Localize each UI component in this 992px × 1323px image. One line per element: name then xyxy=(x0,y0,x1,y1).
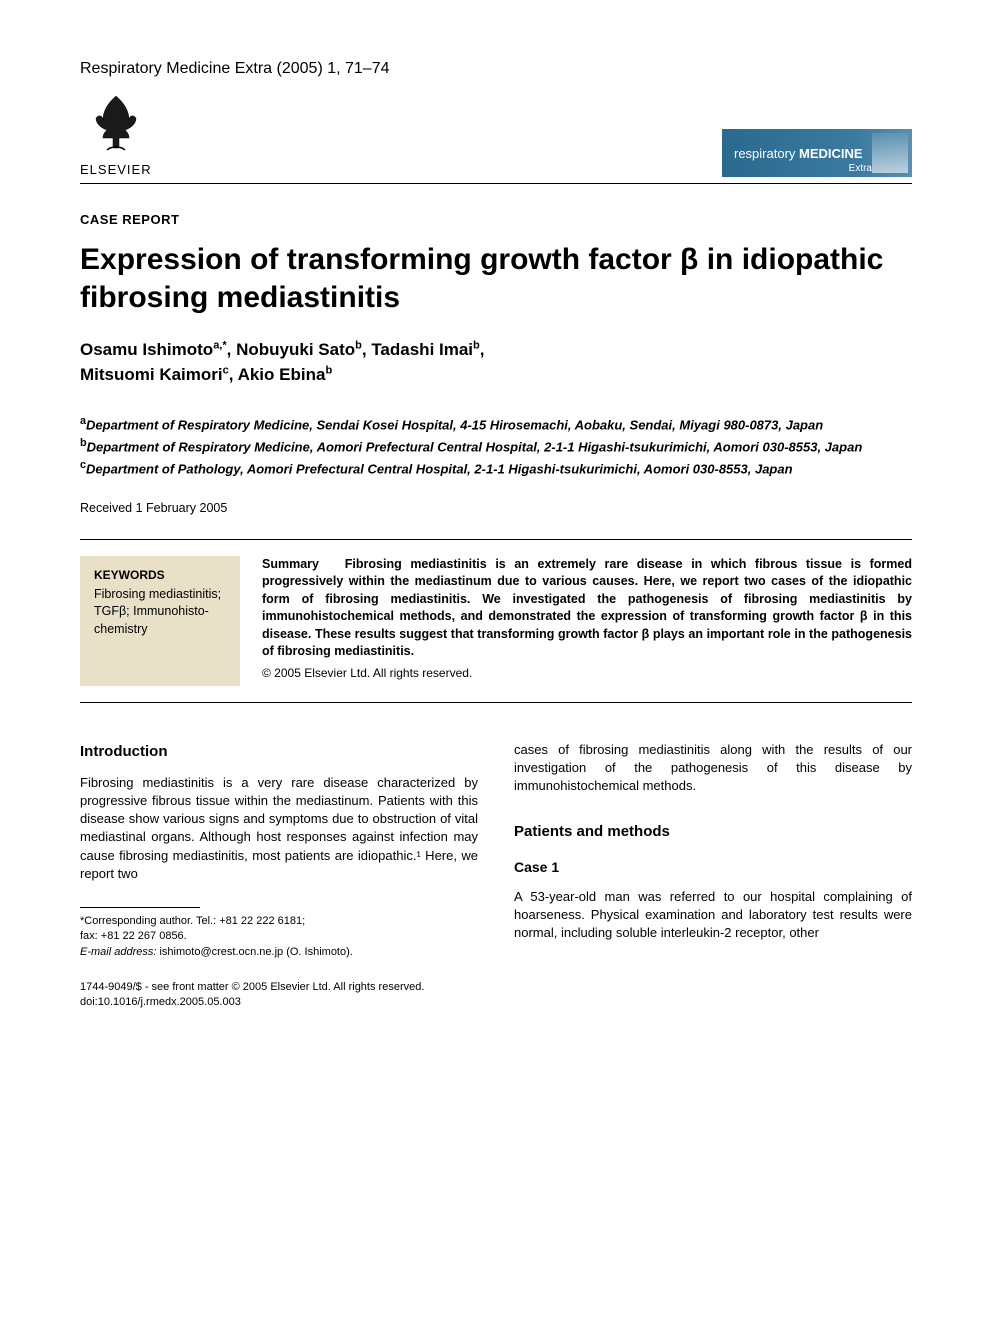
author: Tadashi Imaib xyxy=(371,340,479,359)
article-type: CASE REPORT xyxy=(80,212,912,227)
patients-heading: Patients and methods xyxy=(514,821,912,842)
publisher-name: ELSEVIER xyxy=(80,162,152,177)
journal-reference: Respiratory Medicine Extra (2005) 1, 71–… xyxy=(80,60,390,78)
affiliation: bDepartment of Respiratory Medicine, Aom… xyxy=(80,435,912,457)
keywords-list: Fibrosing mediastinitis; TGFβ; Immunohis… xyxy=(94,586,226,639)
intro-continuation: cases of fibrosing mediastinitis along w… xyxy=(514,741,912,796)
doi: doi:10.1016/j.rmedx.2005.05.003 xyxy=(80,995,912,1010)
journal-logo-image xyxy=(872,133,908,173)
author: Osamu Ishimotoa,* xyxy=(80,340,227,359)
front-matter: 1744-9049/$ - see front matter © 2005 El… xyxy=(80,980,912,995)
summary-block: Summary Fibrosing mediastinitis is an ex… xyxy=(262,556,912,686)
authors-block: Osamu Ishimotoa,*, Nobuyuki Satob, Tadas… xyxy=(80,338,912,387)
logo-row: ELSEVIER respiratory MEDICINE Extra xyxy=(80,88,912,177)
summary-text: Summary Fibrosing mediastinitis is an ex… xyxy=(262,556,912,682)
author: Akio Ebinab xyxy=(238,365,333,384)
intro-paragraph: Fibrosing mediastinitis is a very rare d… xyxy=(80,774,478,883)
header-rule xyxy=(80,183,912,184)
corresponding-footnote: *Corresponding author. Tel.: +81 22 222 … xyxy=(80,914,478,960)
author: Mitsuomi Kaimoric xyxy=(80,365,229,384)
case1-paragraph: A 53-year-old man was referred to our ho… xyxy=(514,888,912,943)
publisher-block: ELSEVIER xyxy=(80,88,152,177)
received-date: Received 1 February 2005 xyxy=(80,501,912,515)
left-column: Introduction Fibrosing mediastinitis is … xyxy=(80,741,478,960)
author: Nobuyuki Satob xyxy=(236,340,362,359)
journal-logo: respiratory MEDICINE Extra xyxy=(722,129,912,177)
journal-logo-bold: MEDICINE xyxy=(799,146,863,161)
article-title: Expression of transforming growth factor… xyxy=(80,241,912,316)
footnote-rule xyxy=(80,907,200,908)
affiliations-block: aDepartment of Respiratory Medicine, Sen… xyxy=(80,413,912,478)
corr-email: E-mail address: ishimoto@crest.ocn.ne.jp… xyxy=(80,945,478,960)
abstract-box: KEYWORDS Fibrosing mediastinitis; TGFβ; … xyxy=(80,539,912,703)
doi-block: 1744-9049/$ - see front matter © 2005 El… xyxy=(80,980,912,1011)
elsevier-tree-icon xyxy=(81,88,151,158)
journal-logo-light: respiratory xyxy=(734,146,795,161)
corr-fax: fax: +81 22 267 0856. xyxy=(80,929,478,944)
corr-tel: *Corresponding author. Tel.: +81 22 222 … xyxy=(80,914,478,929)
keywords-title: KEYWORDS xyxy=(94,568,226,582)
journal-logo-extra: Extra xyxy=(849,163,872,174)
keywords-box: KEYWORDS Fibrosing mediastinitis; TGFβ; … xyxy=(80,556,240,686)
page-header: Respiratory Medicine Extra (2005) 1, 71–… xyxy=(80,60,912,78)
affiliation: aDepartment of Respiratory Medicine, Sen… xyxy=(80,413,912,435)
intro-heading: Introduction xyxy=(80,741,478,762)
right-column: cases of fibrosing mediastinitis along w… xyxy=(514,741,912,960)
journal-logo-text: respiratory MEDICINE xyxy=(734,146,863,161)
affiliation: cDepartment of Pathology, Aomori Prefect… xyxy=(80,457,912,479)
case1-heading: Case 1 xyxy=(514,858,912,878)
body-columns: Introduction Fibrosing mediastinitis is … xyxy=(80,741,912,960)
summary-copyright: © 2005 Elsevier Ltd. All rights reserved… xyxy=(262,665,912,682)
